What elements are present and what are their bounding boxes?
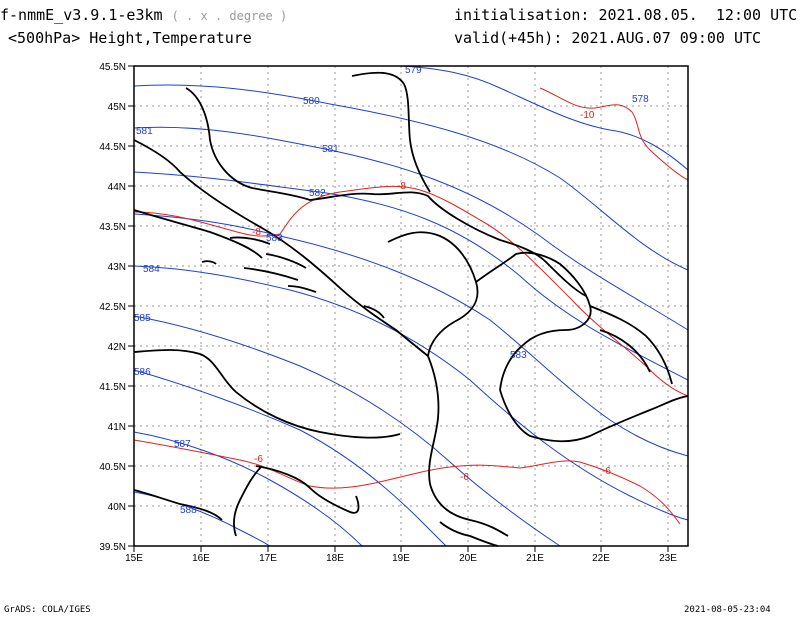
height-label: 580 (303, 96, 320, 107)
lat-tick-label: 40N (108, 502, 126, 513)
lat-tick-label: 39.5N (99, 542, 126, 553)
lat-tick-label: 41.5N (99, 382, 126, 393)
coastlines-borders (133, 71, 689, 547)
temp-label: -10 (580, 110, 595, 121)
height-label: 586 (134, 367, 151, 378)
valid-label: valid(+45h): (454, 29, 563, 47)
height-label: 581 (322, 144, 339, 155)
temperature-contours (133, 87, 689, 525)
lat-tick-label: 41N (108, 422, 126, 433)
lon-tick-label: 17E (259, 553, 277, 564)
lat-tick-label: 43N (108, 262, 126, 273)
height-label: 578 (632, 94, 649, 105)
temp-label: -8 (397, 181, 406, 192)
init-label: initialisation: (454, 6, 590, 24)
lon-tick-labels: 15E 16E 17E 18E 19E 20E 21E 22E 23E (125, 553, 677, 564)
lat-tick-label: 45N (108, 102, 126, 113)
lat-tick-labels: 39.5N 40N 40.5N 41N 41.5N 42N 42.5N 43N … (99, 62, 126, 553)
lon-tick-label: 20E (459, 553, 477, 564)
lon-tick-label: 19E (392, 553, 410, 564)
height-label: 583 (266, 233, 283, 244)
lat-tick-label: 42.5N (99, 302, 126, 313)
height-label: 579 (405, 65, 422, 76)
lon-tick-label: 16E (192, 553, 210, 564)
lat-tick-label: 45.5N (99, 62, 126, 73)
islands (201, 236, 385, 319)
init-line: initialisation: 2021.08.05. 12:00 UTC (454, 7, 797, 24)
footer-timestamp: 2021-08-05-23:04 (684, 605, 771, 615)
lat-tick-label: 44N (108, 182, 126, 193)
model-title: f-nmmE_v3.9.1-e3km ( . x . degree ) (0, 7, 287, 25)
temp-label: -6 (254, 454, 263, 465)
temp-label: -6 (602, 466, 611, 477)
footer-credit: GrADS: COLA/IGES (4, 605, 91, 615)
lat-tick-label: 42N (108, 342, 126, 353)
height-label: 584 (143, 264, 160, 275)
height-contour-labels: 579 580 581 581 582 583 584 585 586 587 … (134, 65, 649, 516)
height-label: 588 (180, 505, 197, 516)
lat-tick-label: 40.5N (99, 462, 126, 473)
projection-label: ( . x . degree ) (171, 9, 288, 23)
lat-tick-label: 43.5N (99, 222, 126, 233)
height-label: 587 (174, 439, 191, 450)
field-title: <500hPa> Height,Temperature (8, 29, 252, 47)
lon-tick-label: 21E (526, 553, 544, 564)
model-name: f-nmmE_v3.9.1-e3km (0, 6, 163, 24)
temp-label: -6 (460, 472, 469, 483)
height-label: 585 (134, 313, 151, 324)
valid-value: 2021.AUG.07 09:00 UTC (571, 29, 762, 47)
height-label: 582 (309, 188, 326, 199)
lat-tick-label: 44.5N (99, 142, 126, 153)
lon-tick-label: 15E (125, 553, 143, 564)
height-label: 581 (136, 126, 153, 137)
lon-tick-label: 23E (659, 553, 677, 564)
init-value: 2021.08.05. 12:00 UTC (598, 6, 798, 24)
lon-tick-label: 18E (326, 553, 344, 564)
height-contours (133, 65, 689, 547)
temp-label: -8 (252, 227, 261, 238)
tick-marks (128, 65, 669, 552)
lon-tick-label: 22E (592, 553, 610, 564)
height-label: 583 (510, 350, 527, 361)
valid-line: valid(+45h): 2021.AUG.07 09:00 UTC (454, 30, 761, 47)
temperature-contour-labels: -10 -8 -8 -6 -6 -6 (252, 110, 611, 483)
